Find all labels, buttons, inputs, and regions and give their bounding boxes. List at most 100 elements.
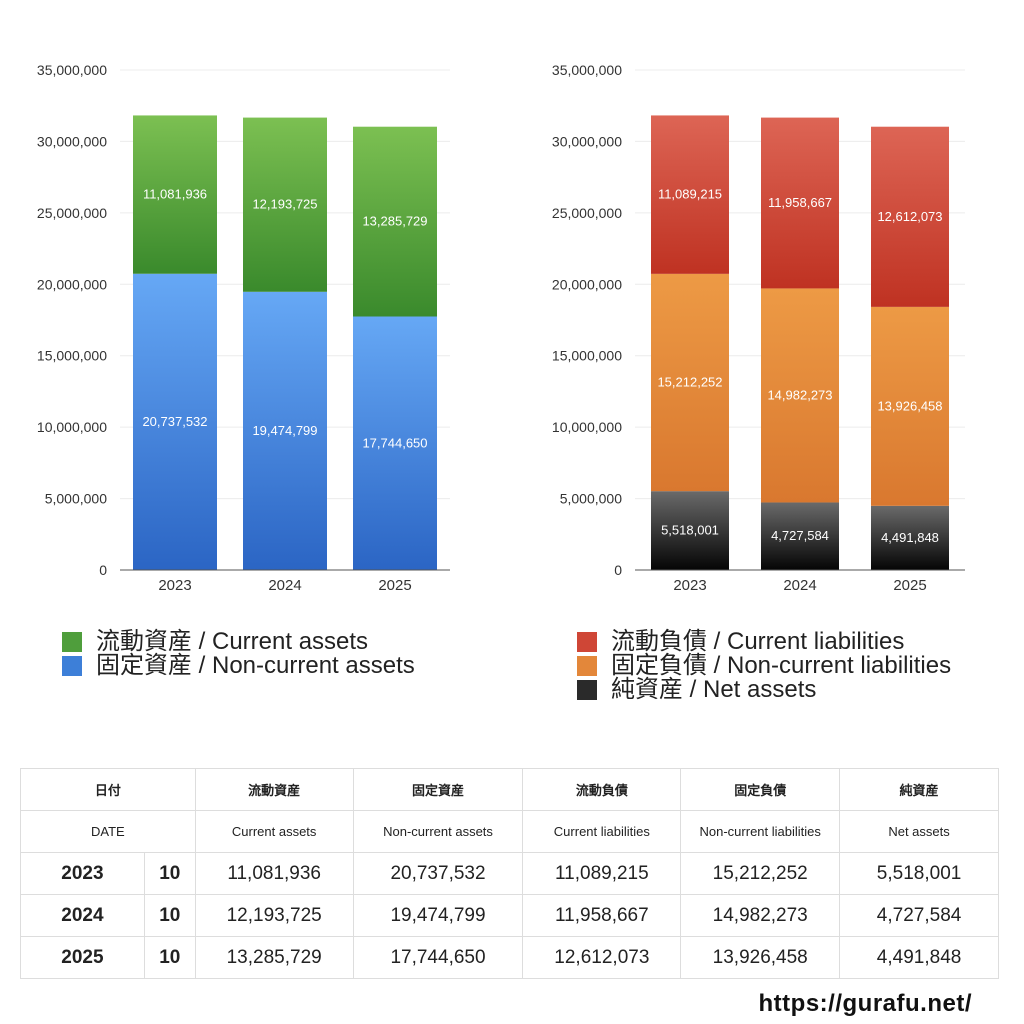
bar-segment	[243, 117, 327, 292]
bar-data-label: 11,089,215	[658, 187, 722, 202]
bar-segment	[243, 291, 327, 570]
cell-net-assets: 4,491,848	[839, 936, 999, 979]
y-tick-label: 15,000,000	[37, 348, 107, 364]
bar-segment	[133, 115, 217, 274]
bar-data-label: 11,958,667	[768, 195, 832, 210]
cell-non-current-assets: 17,744,650	[352, 936, 524, 979]
charts-canvas: 0 5,000,000 10,000,000 15,000,000 20,000,000…	[37, 62, 965, 594]
bar-segment	[651, 491, 729, 570]
bar-segment	[651, 273, 729, 492]
bar-data-label: 4,727,584	[771, 528, 829, 543]
y-tick-label: 10,000,000	[37, 419, 107, 435]
table-row: 2023 10 11,081,936 20,737,532 11,089,215…	[20, 852, 999, 895]
cell-current-assets: 12,193,725	[194, 894, 354, 937]
row-year: 2023	[20, 852, 145, 895]
row-year: 2025	[20, 936, 145, 979]
bar-segment	[871, 126, 949, 307]
legend-item-current-liabilities: 流動負債 / Current liabilities	[577, 630, 951, 654]
cell-net-assets: 5,518,001	[839, 852, 999, 895]
cell-current-liabilities: 11,958,667	[522, 894, 682, 937]
y-tick-label: 35,000,000	[552, 62, 622, 78]
legend-label: 固定資産 / Non-current assets	[96, 652, 415, 679]
legend-swatch	[62, 656, 82, 676]
cell-current-assets: 13,285,729	[194, 936, 354, 979]
y-tick-label: 25,000,000	[552, 205, 622, 221]
table-row: 2024 10 12,193,725 19,474,799 11,958,667…	[20, 894, 999, 937]
y-tick-label: 10,000,000	[552, 419, 622, 435]
bar-data-label: 5,518,001	[661, 523, 719, 538]
legend-label: 流動資産 / Current assets	[96, 628, 369, 655]
y-tick-label: 20,000,000	[552, 276, 622, 292]
site-url-link[interactable]: https://gurafu.net/	[758, 990, 972, 1017]
cell-current-liabilities: 11,089,215	[522, 852, 682, 895]
header-non-current-assets-jp: 固定資産	[352, 768, 524, 811]
bar-data-label: 12,193,725	[252, 197, 317, 212]
bar-segment	[871, 306, 949, 506]
bar-segment	[353, 126, 437, 317]
legend-item-non-current-assets: 固定資産 / Non-current assets	[62, 654, 415, 678]
y-tick-label: 0	[99, 562, 107, 578]
assets-chart: 0 5,000,000 10,000,000 15,000,000 20,000,000…	[37, 62, 450, 594]
bar-segment	[353, 316, 437, 570]
legend-item-net-assets: 純資産 / Net assets	[577, 678, 951, 702]
row-month: 10	[143, 936, 196, 979]
header-current-assets-jp: 流動資産	[194, 768, 354, 811]
legend-swatch	[577, 656, 597, 676]
header-non-current-assets-en: Non-current assets	[352, 810, 524, 853]
legend-label: 固定負債 / Non-current liabilities	[611, 652, 952, 679]
bar-data-label: 12,612,073	[877, 209, 942, 224]
row-month: 10	[143, 894, 196, 937]
x-tick-label: 2023	[158, 577, 191, 594]
legend-swatch	[577, 680, 597, 700]
bar-segment	[651, 115, 729, 274]
x-tick-label: 2024	[268, 577, 301, 594]
legend-swatch	[577, 632, 597, 652]
bar-data-label: 13,285,729	[362, 214, 427, 229]
cell-non-current-liabilities: 15,212,252	[680, 852, 841, 895]
header-non-current-liabilities-jp: 固定負債	[680, 768, 841, 811]
cell-non-current-assets: 20,737,532	[352, 852, 524, 895]
row-year: 2024	[20, 894, 145, 937]
header-net-assets-en: Net assets	[839, 810, 999, 853]
cell-net-assets: 4,727,584	[839, 894, 999, 937]
cell-non-current-assets: 19,474,799	[352, 894, 524, 937]
cell-current-assets: 11,081,936	[194, 852, 354, 895]
legend-item-current-assets: 流動資産 / Current assets	[62, 630, 415, 654]
legend-swatch	[62, 632, 82, 652]
cell-non-current-liabilities: 13,926,458	[680, 936, 841, 979]
bar-data-label: 13,926,458	[877, 398, 942, 413]
liabilities-chart: 0 5,000,000 10,000,000 15,000,000 20,000,000…	[552, 62, 965, 594]
y-tick-label: 0	[614, 562, 622, 578]
bar-segment	[761, 502, 839, 570]
x-tick-label: 2025	[378, 577, 411, 594]
x-tick-label: 2025	[893, 577, 926, 594]
row-month: 10	[143, 852, 196, 895]
bar-data-label: 11,081,936	[143, 187, 207, 202]
bar-data-label: 17,744,650	[362, 435, 427, 450]
table-header-jp: 日付 流動資産 固定資産 流動負債 固定負債 純資産	[20, 768, 999, 811]
y-tick-label: 30,000,000	[552, 133, 622, 149]
y-tick-label: 35,000,000	[37, 62, 107, 78]
x-tick-label: 2024	[783, 577, 816, 594]
y-tick-label: 25,000,000	[37, 205, 107, 221]
legend-item-non-current-liabilities: 固定負債 / Non-current liabilities	[577, 654, 951, 678]
bar-data-label: 15,212,252	[657, 375, 722, 390]
bar-segment	[761, 288, 839, 503]
bar-segment	[871, 505, 949, 570]
legend-label: 純資産 / Net assets	[611, 676, 817, 703]
bar-data-label: 19,474,799	[252, 423, 317, 438]
bar-segment	[761, 117, 839, 289]
bar-data-label: 14,982,273	[767, 387, 832, 402]
x-tick-label: 2023	[673, 577, 706, 594]
y-tick-label: 20,000,000	[37, 276, 107, 292]
y-tick-label: 30,000,000	[37, 133, 107, 149]
y-tick-label: 5,000,000	[560, 491, 622, 507]
y-tick-label: 5,000,000	[45, 491, 107, 507]
bar-data-label: 4,491,848	[881, 530, 939, 545]
cell-non-current-liabilities: 14,982,273	[680, 894, 841, 937]
table-header-en: DATE Current assets Non-current assets C…	[20, 810, 999, 853]
header-net-assets-jp: 純資産	[839, 768, 999, 811]
data-table: 日付 流動資産 固定資産 流動負債 固定負債 純資産 DATE Current …	[20, 768, 999, 979]
y-tick-label: 15,000,000	[552, 348, 622, 364]
header-current-liabilities-en: Current liabilities	[522, 810, 682, 853]
